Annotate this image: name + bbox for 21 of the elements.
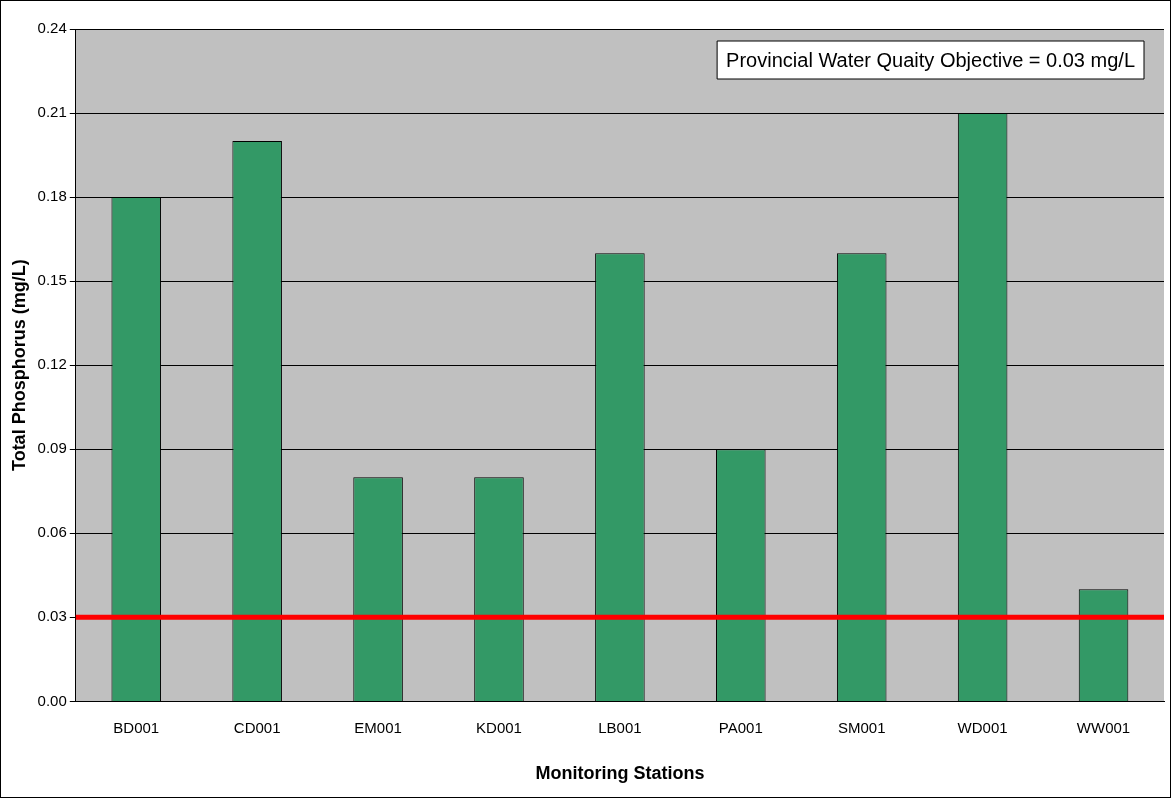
y-tick-label: 0.24 [37,19,67,37]
x-axis-title: Monitoring Stations [535,763,705,784]
y-tick-label: 0.12 [37,355,67,373]
x-tick-label: WW001 [1076,718,1131,736]
x-tick-label: WD001 [957,718,1008,736]
y-tick-label: 0.06 [37,523,67,541]
y-tick-label: 0.18 [37,187,67,205]
annotation: Provincial Water Quaity Objective = 0.03 mg/L [726,48,1136,71]
x-tick-label: PA001 [718,718,763,736]
x-tick-label: SM001 [837,718,886,736]
x-tick-label: KD001 [476,718,522,736]
x-tick-label: BD001 [113,718,160,736]
y-tick-label: 0.03 [37,607,67,625]
y-tick-label: 0.09 [37,439,67,457]
x-tick-label: LB001 [598,718,642,736]
x-tick-label: CD001 [233,718,281,736]
y-tick-label: 0.15 [37,271,67,289]
y-tick-label: 0.00 [37,691,67,709]
x-tick-label: EM001 [354,718,402,736]
y-axis-title: Total Phosphorus (mg/L) [8,259,29,472]
y-tick-label: 0.21 [37,103,67,121]
